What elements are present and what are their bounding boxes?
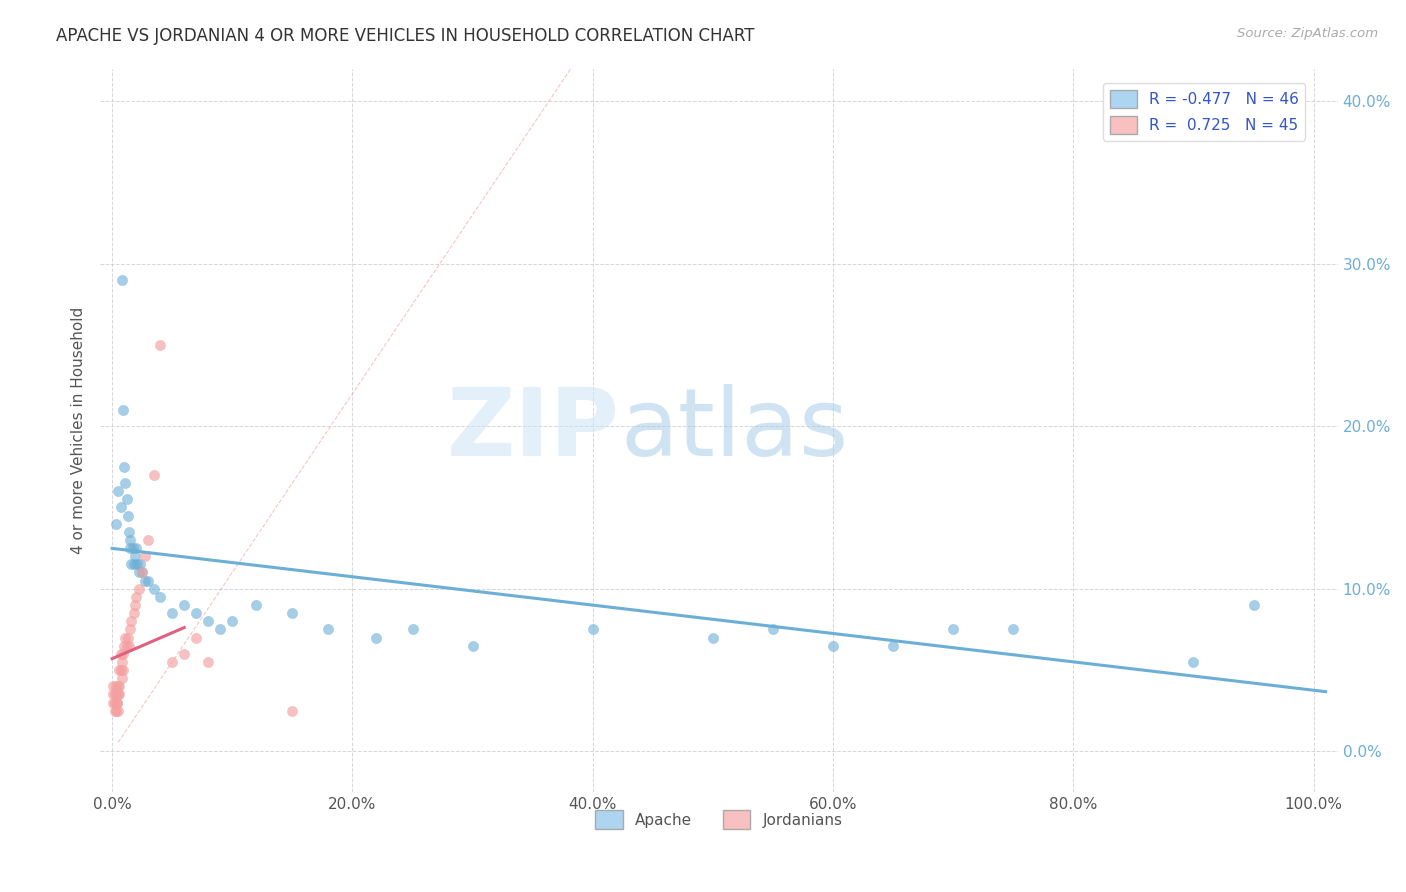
Point	[110, 500, 132, 515]
Point	[149, 590, 172, 604]
Point	[118, 639, 141, 653]
Point	[131, 566, 153, 580]
Point	[131, 566, 153, 580]
Point	[115, 492, 138, 507]
Point	[120, 623, 142, 637]
Point	[149, 338, 172, 352]
Point	[122, 606, 145, 620]
Point	[136, 574, 159, 588]
Point	[115, 639, 138, 653]
Point	[104, 679, 127, 693]
Point	[318, 623, 340, 637]
Point	[128, 582, 150, 596]
Point	[111, 273, 134, 287]
Point	[120, 541, 142, 555]
Point	[136, 533, 159, 547]
Point	[882, 639, 904, 653]
Point	[702, 631, 724, 645]
Point	[366, 631, 388, 645]
Point	[125, 541, 148, 555]
Point	[281, 606, 304, 620]
Point	[186, 606, 208, 620]
Point	[108, 663, 131, 677]
Point	[197, 614, 219, 628]
Point	[112, 639, 135, 653]
Point	[103, 704, 125, 718]
Point	[107, 484, 129, 499]
Point	[173, 598, 195, 612]
Point	[103, 696, 125, 710]
Point	[104, 704, 127, 718]
Point	[122, 558, 145, 572]
Point	[110, 647, 132, 661]
Point	[104, 696, 127, 710]
Point	[125, 590, 148, 604]
Point	[103, 687, 125, 701]
Point	[143, 582, 166, 596]
Point	[160, 606, 183, 620]
Point	[942, 623, 965, 637]
Point	[281, 704, 304, 718]
Point	[120, 533, 142, 547]
Point	[209, 623, 232, 637]
Point	[114, 631, 136, 645]
Point	[105, 696, 128, 710]
Point	[124, 598, 146, 612]
Point	[112, 459, 135, 474]
Point	[111, 647, 134, 661]
Point	[114, 476, 136, 491]
Point	[143, 467, 166, 482]
Point	[245, 598, 267, 612]
Text: atlas: atlas	[620, 384, 848, 476]
Point	[104, 516, 127, 531]
Point	[111, 663, 134, 677]
Point	[582, 623, 605, 637]
Point	[103, 687, 125, 701]
Point	[111, 671, 134, 685]
Point	[821, 639, 844, 653]
Point	[127, 558, 149, 572]
Point	[160, 655, 183, 669]
Point	[111, 403, 134, 417]
Point	[120, 614, 142, 628]
Text: Source: ZipAtlas.com: Source: ZipAtlas.com	[1237, 27, 1378, 40]
Point	[1002, 623, 1025, 637]
Point	[117, 508, 139, 523]
Point	[117, 631, 139, 645]
Point	[105, 696, 128, 710]
Point	[121, 541, 143, 555]
Point	[107, 687, 129, 701]
Point	[762, 623, 785, 637]
Text: APACHE VS JORDANIAN 4 OR MORE VEHICLES IN HOUSEHOLD CORRELATION CHART: APACHE VS JORDANIAN 4 OR MORE VEHICLES I…	[56, 27, 755, 45]
Legend: Apache, Jordanians: Apache, Jordanians	[589, 804, 849, 835]
Point	[110, 663, 132, 677]
Point	[103, 679, 125, 693]
Point	[221, 614, 243, 628]
Point	[124, 549, 146, 564]
Point	[108, 687, 131, 701]
Point	[108, 679, 131, 693]
Point	[128, 558, 150, 572]
Point	[1182, 655, 1205, 669]
Point	[120, 558, 142, 572]
Point	[107, 704, 129, 718]
Y-axis label: 4 or more Vehicles in Household: 4 or more Vehicles in Household	[72, 307, 86, 554]
Point	[197, 655, 219, 669]
Point	[107, 679, 129, 693]
Point	[461, 639, 484, 653]
Point	[118, 524, 141, 539]
Point	[105, 687, 128, 701]
Text: ZIP: ZIP	[447, 384, 620, 476]
Point	[173, 647, 195, 661]
Point	[128, 566, 150, 580]
Point	[134, 574, 156, 588]
Point	[103, 696, 125, 710]
Point	[111, 655, 134, 669]
Point	[1243, 598, 1265, 612]
Point	[186, 631, 208, 645]
Point	[401, 623, 423, 637]
Point	[134, 549, 156, 564]
